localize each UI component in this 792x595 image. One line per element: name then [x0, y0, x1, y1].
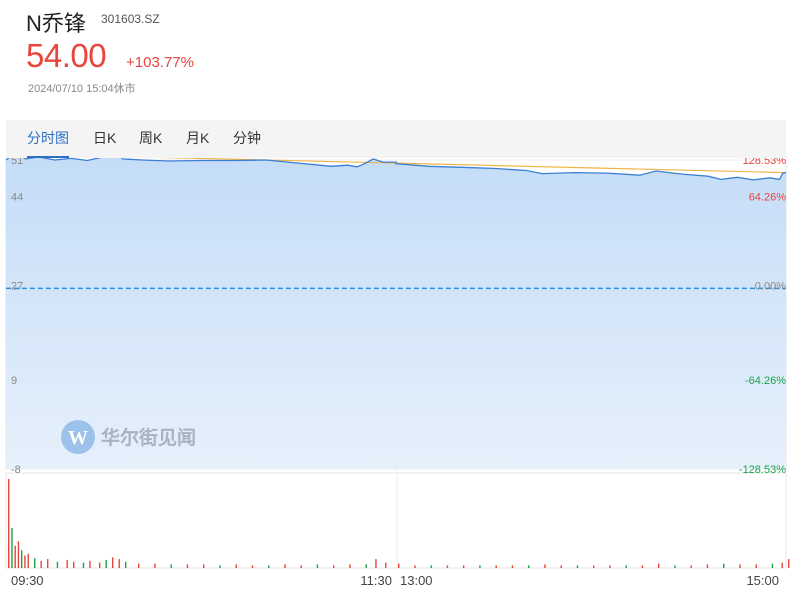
volume-bar: [739, 564, 741, 568]
volume-bar: [17, 541, 20, 568]
watermark: W 华尔街见闻: [61, 420, 196, 454]
volume-bar: [89, 560, 91, 568]
x-tick-label: 13:00: [400, 573, 433, 588]
x-tick-label: 09:30: [11, 573, 44, 588]
volume-bar: [186, 564, 189, 568]
volume-bar: [690, 565, 692, 568]
volume-bar: [463, 565, 465, 568]
tab-minute[interactable]: 分钟: [233, 130, 261, 146]
intraday-chart: W 华尔街见闻 51 44 27 9 -8 128.53% 64.26% 0.00% -64.…: [5, 158, 790, 588]
volume-bar: [40, 560, 42, 568]
quote-timestamp: 2024/07/10 15:04休市: [28, 83, 136, 95]
y-tick-label: 51: [11, 158, 23, 167]
volume-bar: [641, 565, 644, 568]
volume-bar: [349, 564, 351, 568]
x-tick-label: 11:30: [360, 573, 392, 588]
volume-bar: [609, 565, 611, 568]
volume-bar: [105, 559, 107, 568]
volume-bar: [560, 565, 562, 568]
y-tick-label: 44: [11, 192, 23, 204]
tab-monthly-k[interactable]: 月K: [186, 130, 210, 146]
volume-bar: [56, 561, 59, 568]
volume-bar: [170, 564, 172, 568]
volume-bar: [284, 564, 286, 568]
volume-bar: [251, 565, 254, 568]
volume-bar: [674, 565, 676, 568]
volume-bar: [268, 565, 270, 568]
volume-bar: [414, 565, 416, 568]
price-change-percent: +103.77%: [126, 54, 194, 71]
volume-bar: [333, 565, 335, 568]
watermark-text: 华尔街见闻: [101, 426, 196, 449]
volume-bar: [99, 562, 101, 568]
volume-bar: [82, 562, 85, 568]
volume-bar: [300, 565, 302, 568]
volume-bar: [219, 565, 221, 568]
volume-bar: [138, 563, 140, 568]
volume-bar: [781, 562, 783, 568]
y-tick-label: 27: [11, 281, 23, 293]
volume-bar: [125, 561, 127, 568]
volume-bar: [430, 565, 432, 568]
y-tick-label: 9: [11, 375, 17, 387]
volume-bar: [788, 559, 790, 568]
chart-tab-bar: 分时图 日K 周K 月K 分钟: [6, 120, 786, 158]
volume-bar: [479, 565, 481, 568]
y-tick-label: -8: [11, 464, 21, 476]
volume-bar: [11, 527, 13, 568]
volume-bar: [27, 553, 29, 568]
volume-bar: [73, 561, 75, 568]
volume-bar: [576, 565, 579, 568]
last-price: 54.00: [26, 37, 107, 74]
volume-bar: [34, 558, 36, 568]
volume-bar: [544, 564, 546, 568]
volume-bar: [385, 562, 387, 568]
tab-weekly-k[interactable]: 周K: [139, 130, 163, 146]
volume-bar: [593, 565, 595, 568]
volume-panel-frame: [5, 472, 787, 569]
volume-bar: [21, 550, 23, 568]
volume-bar: [14, 545, 16, 568]
volume-bar: [528, 565, 530, 568]
volume-bar: [511, 565, 514, 568]
stock-code: 301603.SZ: [101, 12, 160, 26]
volume-bar: [375, 559, 377, 568]
volume-bar: [446, 565, 449, 568]
volume-bar: [495, 565, 497, 568]
percent-tick-label: -64.26%: [745, 375, 786, 387]
stock-name: N乔锋: [26, 11, 86, 36]
price-line: [5, 158, 787, 181]
volume-bar: [365, 564, 367, 568]
volume-bar: [755, 564, 757, 568]
volume-bar: [66, 559, 68, 568]
watermark-logo-icon: W: [68, 427, 88, 449]
price-area-fill: [6, 158, 786, 469]
volume-bar: [398, 563, 400, 568]
volume-bar: [625, 565, 627, 568]
volume-bar: [235, 564, 237, 568]
percent-tick-label: -128.53%: [739, 464, 786, 476]
volume-bar: [24, 555, 26, 568]
volume-bar: [154, 563, 156, 568]
volume-bar: [723, 563, 725, 568]
tab-daily-k[interactable]: 日K: [93, 130, 117, 146]
volume-bar: [47, 559, 49, 568]
volume-bar: [8, 479, 10, 568]
volume-bar: [658, 563, 660, 568]
tab-intraday[interactable]: 分时图: [27, 120, 69, 158]
percent-tick-label: 128.53%: [743, 158, 787, 167]
percent-tick-label: 64.26%: [749, 192, 787, 204]
x-tick-label: 15:00: [746, 573, 779, 588]
volume-bar: [203, 564, 205, 568]
volume-bar: [118, 559, 120, 568]
volume-bar: [771, 563, 774, 568]
volume-bar: [706, 564, 709, 568]
volume-bar: [316, 564, 319, 568]
percent-tick-label: 0.00%: [755, 281, 786, 293]
volume-bar: [112, 557, 114, 568]
